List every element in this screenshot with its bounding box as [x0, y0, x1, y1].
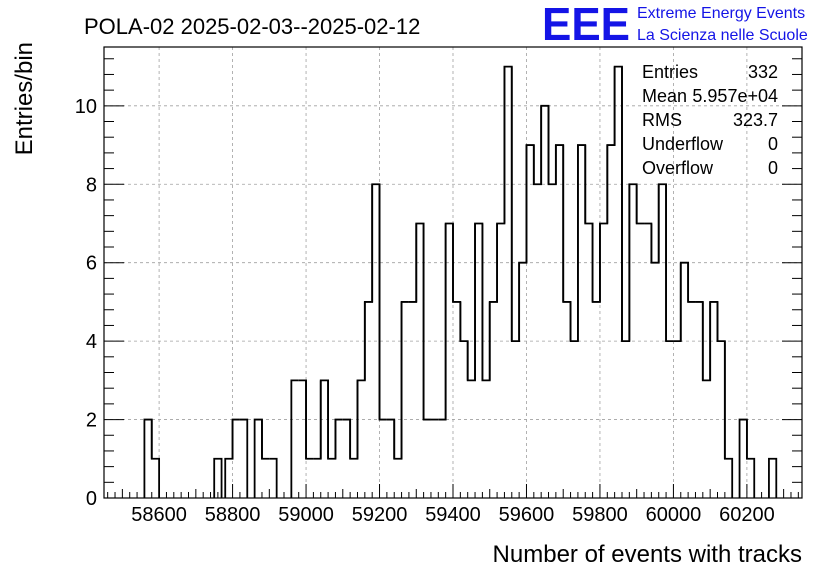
eee-logo: EEE Extreme Energy Events La Scienza nel… [542, 0, 808, 50]
histogram-bin [378, 184, 387, 421]
stats-label: Overflow [642, 158, 714, 178]
histogram-bin [213, 457, 223, 498]
histogram-bin [621, 66, 631, 343]
stats-label: RMS [642, 110, 682, 130]
histogram-bin [224, 419, 234, 498]
stats-value: 0 [768, 134, 778, 154]
histogram-bin [269, 457, 278, 498]
histogram-bin [143, 418, 153, 498]
histogram-bin [599, 145, 609, 302]
stats-value: 332 [748, 62, 778, 82]
x-tick-label: 58600 [131, 504, 187, 526]
histogram-bin [356, 301, 366, 459]
histogram-bin [569, 145, 579, 343]
stats-label: Mean [642, 86, 687, 106]
stats-value: 323.7 [733, 110, 778, 130]
stats-label: Underflow [642, 134, 724, 154]
histogram-bin [673, 262, 682, 343]
histogram-bin [239, 418, 249, 498]
stats-value: 0 [768, 158, 778, 178]
histogram-bin [488, 223, 498, 381]
histogram-bin [305, 380, 314, 460]
histogram-bin [635, 184, 645, 225]
stats-label: Entries [642, 62, 698, 82]
histogram-bin [540, 104, 550, 185]
histogram-bin [503, 65, 513, 342]
stats-box: Entries 332 Mean 5.957e+04 RMS 323.7 Underflow… [642, 62, 778, 178]
y-tick-label: 2 [86, 410, 97, 432]
histogram-bin [363, 184, 374, 381]
histogram-bin [687, 262, 696, 303]
histogram-bin [723, 341, 734, 498]
histogram-bin [231, 418, 240, 459]
logo-mark: EEE [542, 0, 630, 50]
histogram-bin [393, 301, 403, 460]
histogram-bin [459, 301, 469, 381]
histogram-bin [150, 419, 161, 498]
chart-title: POLA-02 2025-02-03--2025-02-12 [84, 14, 420, 39]
histogram-bin [584, 145, 594, 302]
axis-ticks [104, 58, 802, 499]
histogram-bin [644, 222, 653, 263]
histogram-bin [438, 223, 447, 421]
stats-value: 5.957e+04 [692, 86, 778, 106]
x-tick-label: 58800 [205, 504, 261, 526]
histogram-bars [143, 65, 778, 498]
x-tick-labels: 58600 58800 59000 59200 59400 59600 59800 60000… [131, 504, 774, 526]
histogram-bin [371, 183, 381, 420]
y-tick-labels: 0 2 4 6 8 10 [75, 96, 97, 510]
y-tick-label: 0 [86, 488, 97, 510]
y-tick-label: 6 [86, 253, 97, 275]
histogram-bin [415, 222, 425, 420]
histogram-bin [290, 379, 299, 498]
x-tick-label: 59400 [425, 504, 481, 526]
logo-line-1: Extreme Energy Events [637, 5, 805, 22]
histogram-bin [334, 418, 343, 459]
histogram-bin [613, 65, 623, 342]
histogram-bin [577, 144, 587, 342]
histogram-bin [342, 418, 352, 459]
histogram-bin [386, 418, 396, 459]
histogram-bin [422, 223, 431, 421]
histogram-bin [665, 184, 674, 343]
logo-line-2: La Scienza nelle Scuole [637, 27, 808, 44]
x-axis-label: Number of events with tracks [493, 541, 802, 568]
histogram-bin [745, 419, 756, 498]
histogram-bin [768, 457, 778, 498]
histogram-bin [253, 418, 263, 498]
y-tick-label: 10 [75, 96, 97, 118]
histogram-bin [554, 144, 565, 302]
histogram-bin [716, 301, 726, 459]
histogram-bin [510, 66, 521, 343]
histogram-bin [532, 105, 543, 186]
y-tick-label: 8 [86, 174, 97, 196]
y-tick-label: 4 [86, 331, 97, 353]
x-tick-label: 60000 [646, 504, 702, 526]
x-tick-label: 60200 [719, 504, 775, 526]
histogram-bin [562, 145, 572, 342]
histogram-bin [606, 66, 616, 224]
histogram-bin [738, 418, 748, 498]
y-axis-label: Entries/bin [11, 42, 38, 155]
histogram-bin [261, 419, 270, 460]
histogram-bin [518, 145, 528, 342]
histogram-bin [679, 261, 690, 342]
histogram-bin [481, 223, 491, 382]
x-tick-label: 59600 [499, 504, 555, 526]
histogram-bin [466, 223, 476, 382]
histogram-bin [525, 144, 535, 263]
histogram-bin [650, 184, 660, 264]
histogram-bin [547, 105, 557, 186]
x-tick-label: 59200 [352, 504, 408, 526]
histogram-bin [474, 222, 484, 381]
x-tick-label: 59000 [278, 504, 334, 526]
histogram-bin [444, 222, 454, 420]
x-tick-label: 59800 [572, 504, 628, 526]
histogram-bin [400, 301, 409, 459]
histogram-bin [452, 223, 462, 342]
